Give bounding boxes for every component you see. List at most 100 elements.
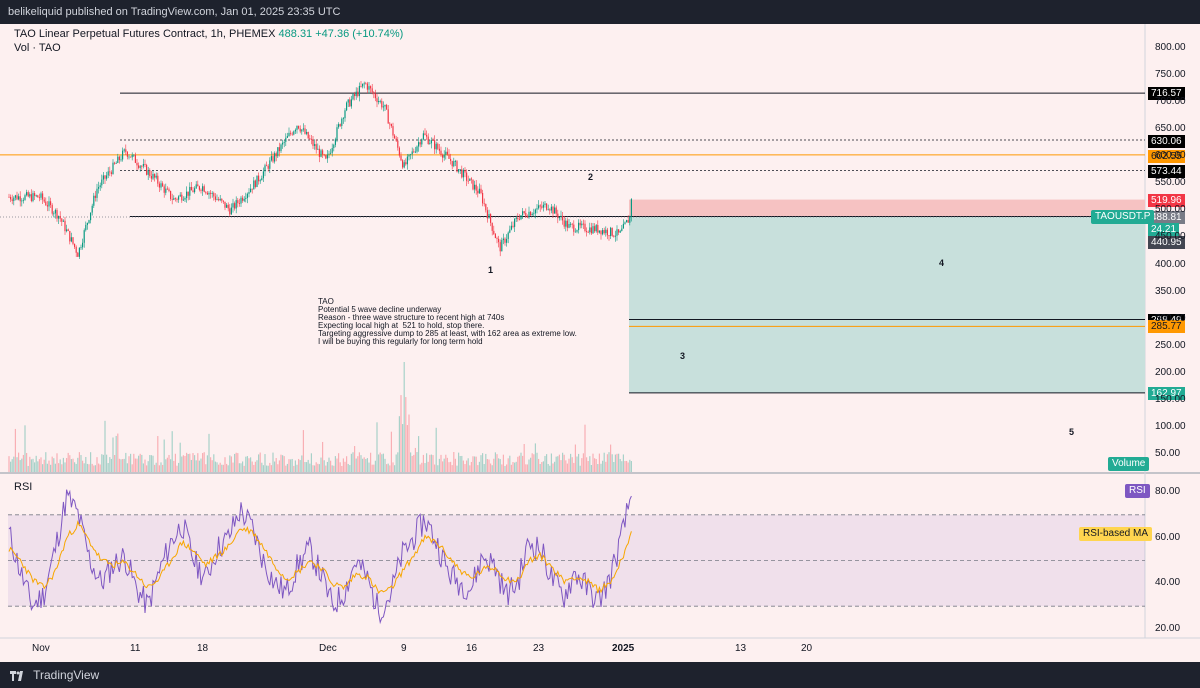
- volume-bar: [75, 463, 77, 472]
- volume-bar: [558, 454, 560, 472]
- price-tag-573-44[interactable]: 573.44: [1148, 165, 1185, 178]
- price-tag-24-21[interactable]: 24.21: [1148, 223, 1180, 236]
- volume-bar: [96, 457, 98, 472]
- volume-bar: [619, 458, 621, 472]
- candle-body: [506, 238, 508, 243]
- candle-body: [51, 205, 53, 214]
- volume-bar: [139, 453, 141, 472]
- price-tag-630-06[interactable]: 630.06: [1148, 135, 1185, 148]
- price-tag-488-81[interactable]: 488.81: [1148, 211, 1185, 224]
- volume-bar: [386, 464, 388, 472]
- volume-bar: [146, 465, 148, 472]
- candle-body: [48, 201, 50, 207]
- candle-body: [200, 189, 202, 191]
- candle-body: [563, 220, 565, 227]
- symbol-badge[interactable]: TAOUSDT.P: [1091, 210, 1155, 224]
- volume-bar: [171, 431, 173, 472]
- volume-badge[interactable]: Volume: [1108, 457, 1150, 471]
- volume-bar: [216, 462, 218, 472]
- candle-body: [262, 171, 264, 179]
- candle-body: [144, 163, 146, 165]
- candle-body: [203, 186, 205, 192]
- volume-bar: [608, 452, 610, 472]
- symbol-legend[interactable]: TAO Linear Perpetual Futures Contract, 1…: [14, 28, 403, 40]
- candle-body: [478, 188, 480, 194]
- candle-body: [42, 193, 44, 200]
- volume-bar: [147, 461, 149, 472]
- volume-bar: [528, 459, 530, 472]
- candle-body: [403, 162, 405, 168]
- candle-body: [110, 172, 112, 174]
- volume-bar: [509, 455, 511, 472]
- candle-body: [141, 166, 143, 168]
- volume-bar: [357, 456, 359, 472]
- volume-bar: [235, 452, 237, 472]
- candle-body: [62, 220, 64, 222]
- price-tag-285-77[interactable]: 285.77: [1148, 320, 1185, 333]
- candle-body: [261, 178, 263, 181]
- volume-bar: [69, 455, 71, 472]
- candle-body: [397, 140, 399, 148]
- chart-canvas[interactable]: [0, 24, 1200, 662]
- candle-body: [416, 146, 418, 152]
- volume-bar: [250, 457, 252, 472]
- volume-bar: [117, 433, 119, 472]
- candle-body: [474, 184, 476, 190]
- candle-body: [539, 205, 541, 207]
- candle-body: [280, 144, 282, 152]
- candle-body: [296, 125, 298, 130]
- candle-body: [483, 203, 485, 205]
- volume-bar: [253, 464, 255, 472]
- rsi-badge[interactable]: RSI: [1125, 484, 1150, 498]
- price-tag-162-97[interactable]: 162.97: [1148, 387, 1185, 400]
- volume-bar: [480, 455, 482, 472]
- volume-bar: [536, 452, 538, 472]
- volume-bar: [312, 465, 314, 472]
- price-tag-519-96[interactable]: 519.96: [1148, 194, 1185, 207]
- candle-body: [146, 164, 148, 175]
- candle-body: [523, 211, 525, 213]
- volume-bar: [378, 454, 380, 472]
- candle-body: [152, 174, 154, 179]
- price-tag-440-95[interactable]: 440.95: [1148, 236, 1185, 249]
- candle-body: [234, 203, 236, 209]
- candle-body: [566, 220, 568, 228]
- candle-body: [571, 223, 573, 225]
- candle-body: [322, 150, 324, 155]
- volume-bar: [376, 422, 378, 472]
- volume-bar: [218, 464, 220, 472]
- volume-bar: [426, 453, 428, 472]
- candle-body: [253, 180, 255, 190]
- volume-bar: [498, 458, 500, 472]
- volume-bar: [198, 460, 200, 472]
- candle-body: [490, 214, 492, 223]
- candle-body: [91, 205, 93, 213]
- candle-body: [475, 184, 477, 191]
- price-axis-tick: 750.00: [1155, 69, 1186, 81]
- volume-bar: [274, 461, 276, 472]
- candle-body: [123, 149, 125, 151]
- volume-bar: [368, 462, 370, 472]
- rsi-legend[interactable]: RSI: [14, 481, 33, 493]
- price-tag-602-55[interactable]: 602.55: [1148, 150, 1185, 163]
- volume-bar: [624, 461, 626, 472]
- volume-bar: [130, 453, 132, 472]
- price-tag-716-57[interactable]: 716.57: [1148, 87, 1185, 100]
- volume-bar: [474, 456, 476, 472]
- candle-body: [435, 143, 437, 150]
- candle-body: [627, 220, 629, 223]
- volume-bar: [405, 397, 407, 472]
- rsi-ma-badge[interactable]: RSI-based MA: [1079, 527, 1153, 541]
- volume-bar: [160, 462, 162, 472]
- volume-bar: [514, 462, 516, 472]
- candle-body: [131, 154, 133, 158]
- candle-body: [603, 230, 605, 234]
- price-axis-tick: 550.00: [1155, 177, 1186, 189]
- candle-body: [518, 218, 520, 220]
- volume-bar: [358, 452, 360, 472]
- candle-body: [267, 165, 269, 169]
- volume-bar: [400, 395, 402, 472]
- volume-legend[interactable]: Vol · TAO: [14, 42, 61, 54]
- volume-bar: [371, 464, 373, 472]
- candle-body: [115, 162, 117, 164]
